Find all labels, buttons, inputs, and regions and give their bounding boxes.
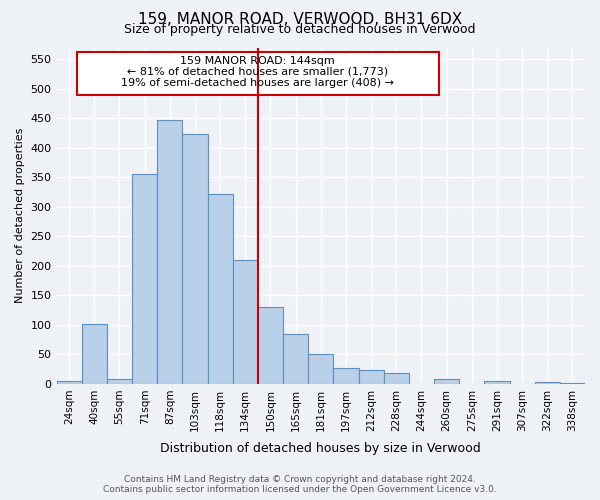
Bar (383, 374, 409, 384)
Bar (82, 324, 107, 384)
X-axis label: Distribution of detached houses by size in Verwood: Distribution of detached houses by size … (160, 442, 481, 455)
Bar (560, 382, 585, 384)
Bar (182, 134, 208, 384)
Bar (334, 368, 359, 384)
Text: Size of property relative to detached houses in Verwood: Size of property relative to detached ho… (124, 22, 476, 36)
Bar (208, 194, 233, 384)
Bar (283, 334, 308, 384)
Bar (56, 381, 82, 384)
Text: ← 81% of detached houses are smaller (1,773): ← 81% of detached houses are smaller (1,… (127, 66, 388, 76)
Bar (132, 174, 157, 384)
Bar (107, 379, 132, 384)
Bar (535, 382, 560, 384)
Text: 19% of semi-detached houses are larger (408) →: 19% of semi-detached houses are larger (… (121, 78, 394, 88)
Bar (308, 354, 334, 384)
Text: 159, MANOR ROAD, VERWOOD, BH31 6DX: 159, MANOR ROAD, VERWOOD, BH31 6DX (138, 12, 462, 28)
Bar (77, 52, 439, 94)
Text: 159 MANOR ROAD: 144sqm: 159 MANOR ROAD: 144sqm (181, 56, 335, 66)
Y-axis label: Number of detached properties: Number of detached properties (15, 128, 25, 304)
Text: Contains HM Land Registry data © Crown copyright and database right 2024.
Contai: Contains HM Land Registry data © Crown c… (103, 474, 497, 494)
Bar (484, 381, 509, 384)
Bar (359, 370, 383, 384)
Bar (258, 307, 283, 384)
Bar (434, 378, 459, 384)
Bar (157, 120, 182, 384)
Bar (233, 260, 258, 384)
